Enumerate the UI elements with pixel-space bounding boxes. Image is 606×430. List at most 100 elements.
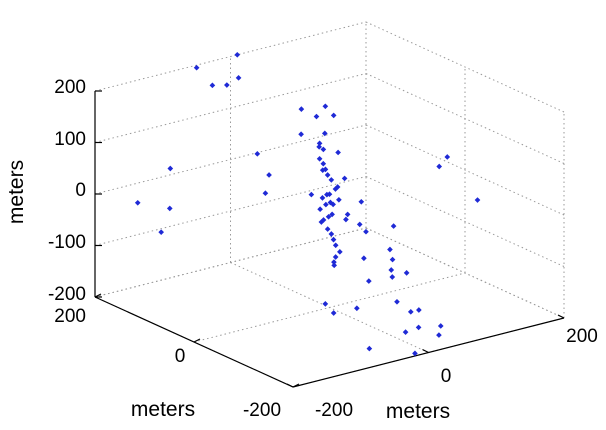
scatter-point	[416, 307, 422, 313]
scatter-point	[366, 345, 373, 352]
scatter-point	[361, 255, 367, 262]
scatter-point	[387, 246, 393, 253]
scatter-point	[403, 270, 410, 276]
scatter-point	[298, 106, 305, 112]
x-tick-label: -200	[315, 400, 353, 421]
scatter-point	[356, 221, 363, 228]
scatter-point	[332, 254, 339, 260]
axes	[94, 90, 565, 388]
scatter-point	[366, 278, 372, 284]
scatter-point	[474, 197, 481, 203]
scatter-point	[330, 310, 337, 316]
scatter-point	[322, 103, 329, 110]
scatter-point	[320, 217, 327, 223]
scatter-point	[316, 155, 323, 162]
scatter-point	[331, 259, 337, 265]
scatter-point	[316, 140, 323, 147]
scatter-point	[320, 160, 327, 167]
scatter-point	[193, 64, 200, 71]
z-tick-label: 100	[54, 129, 86, 150]
grid-line	[94, 21, 367, 92]
scatter-point	[324, 172, 331, 178]
scatter-point	[394, 298, 400, 305]
scatter-point	[167, 165, 174, 172]
scatter-point	[322, 166, 329, 173]
y-tick-label: -200	[243, 400, 281, 421]
scatter-point	[336, 196, 342, 203]
x-tick-mark	[286, 383, 294, 388]
scatter-point	[407, 309, 414, 315]
scatter-point	[389, 274, 396, 280]
scatter-point	[358, 198, 365, 205]
scatter-point	[234, 51, 241, 58]
scatter-point	[335, 149, 341, 156]
scatter-point	[341, 175, 348, 182]
grid-line	[365, 21, 565, 113]
grid-lines	[94, 21, 565, 388]
y-tick-mark	[193, 338, 201, 343]
scatter-point	[324, 191, 330, 198]
scatter-point	[330, 201, 336, 208]
scatter-point	[329, 211, 335, 218]
scatter-point	[209, 82, 216, 89]
scatter-point	[235, 75, 242, 81]
scatter-point	[328, 231, 335, 237]
grid-line	[94, 227, 367, 298]
y-tick-label: 0	[175, 346, 186, 367]
scatter-point	[331, 262, 338, 269]
scatter-point	[316, 144, 322, 150]
z-tick-label: -100	[48, 232, 86, 253]
scatter-point	[166, 205, 173, 212]
scatter-point	[324, 226, 331, 232]
x-tick-label: 200	[566, 326, 598, 347]
scatter-point	[330, 236, 337, 243]
scatter-point	[363, 228, 369, 235]
z-axis-label: meters	[5, 160, 28, 224]
scatter-point	[262, 190, 269, 197]
scatter-point	[337, 249, 343, 255]
scatter-point	[332, 242, 339, 249]
z-tick-label: 200	[54, 77, 86, 98]
scatter-point	[330, 112, 337, 119]
scatter-point	[343, 216, 349, 223]
scatter-point	[266, 172, 272, 178]
scatter-point	[415, 324, 422, 331]
y-tick-mark	[94, 293, 102, 298]
scatter-point	[437, 323, 444, 329]
scatter-point	[321, 130, 328, 137]
grid-line	[94, 124, 367, 195]
y-tick-label: 200	[54, 306, 86, 327]
scatter-point	[325, 213, 332, 220]
scatter-point	[308, 191, 315, 198]
scatter-point	[436, 163, 443, 170]
y-tick-mark	[292, 383, 300, 388]
scatter-point	[134, 199, 141, 206]
y-axis-label: meters	[131, 398, 195, 421]
scatter-point	[354, 305, 360, 312]
scatter-point	[444, 154, 451, 160]
grid-line	[365, 176, 565, 267]
scatter-point	[332, 186, 339, 192]
scatter-point	[322, 301, 329, 307]
scatter-point	[402, 329, 409, 335]
x-tick-mark	[422, 348, 429, 354]
scatter-point	[254, 150, 261, 157]
x-tick-mark	[557, 314, 565, 319]
scatter-point	[323, 201, 329, 208]
scatter-point	[158, 229, 165, 235]
scatter-point	[328, 177, 335, 183]
scatter-point	[317, 206, 323, 213]
scatter-point	[298, 131, 304, 138]
scatter-point	[388, 267, 395, 273]
scatter-point	[436, 332, 442, 338]
x-axis-label: meters	[386, 400, 450, 423]
z-tick-label: 0	[75, 180, 86, 201]
grid-line	[193, 272, 466, 343]
data-points	[134, 51, 481, 357]
scatter-point	[313, 113, 320, 120]
scatter-point	[344, 211, 351, 218]
scatter-point	[389, 256, 396, 263]
scatter-point	[319, 195, 326, 201]
scatter-point	[390, 223, 397, 229]
